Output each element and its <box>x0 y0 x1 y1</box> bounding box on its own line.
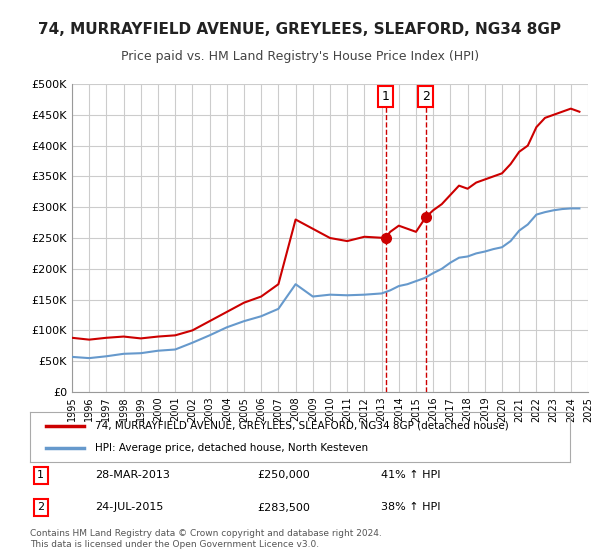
Text: 2: 2 <box>37 502 44 512</box>
Text: 24-JUL-2015: 24-JUL-2015 <box>95 502 163 512</box>
Text: 41% ↑ HPI: 41% ↑ HPI <box>381 470 440 480</box>
Text: Price paid vs. HM Land Registry's House Price Index (HPI): Price paid vs. HM Land Registry's House … <box>121 50 479 63</box>
Text: 38% ↑ HPI: 38% ↑ HPI <box>381 502 440 512</box>
Text: Contains HM Land Registry data © Crown copyright and database right 2024.
This d: Contains HM Land Registry data © Crown c… <box>30 529 382 549</box>
Text: £283,500: £283,500 <box>257 502 310 512</box>
Text: 74, MURRAYFIELD AVENUE, GREYLEES, SLEAFORD, NG34 8GP (detached house): 74, MURRAYFIELD AVENUE, GREYLEES, SLEAFO… <box>95 421 509 431</box>
Text: HPI: Average price, detached house, North Kesteven: HPI: Average price, detached house, Nort… <box>95 443 368 453</box>
Text: 1: 1 <box>37 470 44 480</box>
Text: 1: 1 <box>382 90 389 103</box>
Text: 28-MAR-2013: 28-MAR-2013 <box>95 470 170 480</box>
Text: £250,000: £250,000 <box>257 470 310 480</box>
Text: 74, MURRAYFIELD AVENUE, GREYLEES, SLEAFORD, NG34 8GP: 74, MURRAYFIELD AVENUE, GREYLEES, SLEAFO… <box>38 22 562 38</box>
Text: 2: 2 <box>422 90 430 103</box>
